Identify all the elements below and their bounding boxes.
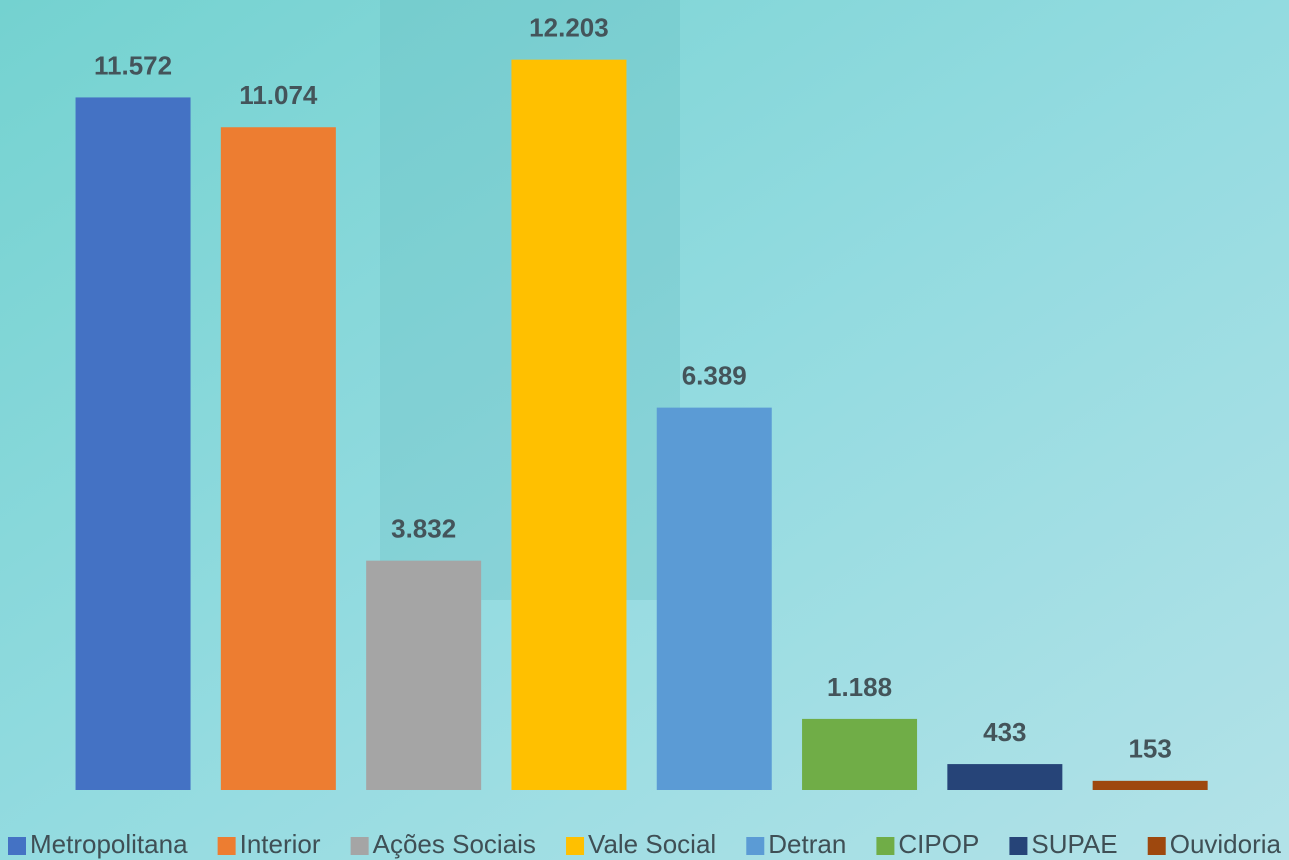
legend-swatch [566,837,585,855]
data-label: 11.572 [94,50,172,80]
legend-label: Interior [240,829,321,859]
data-label: 12.203 [529,13,609,43]
legend-label: Ações Sociais [373,829,536,859]
data-label: 433 [983,717,1026,747]
legend-label: SUPAE [1031,829,1117,859]
data-label: 3.832 [391,514,456,544]
legend-swatch [217,837,236,855]
legend-label: Metropolitana [30,829,188,859]
data-label: 6.389 [682,361,747,391]
bar [656,407,772,790]
legend-label: CIPOP [898,829,979,859]
legend-label: Detran [768,829,846,859]
legend-swatch [1009,837,1028,855]
data-label: 11.074 [239,80,318,110]
legend-swatch [876,837,895,855]
bar [511,59,627,790]
bar [1092,780,1208,790]
legend-swatch [1147,837,1166,855]
bar [220,127,336,791]
legend-label: Vale Social [588,829,716,859]
data-label: 1.188 [827,672,892,702]
bar [366,560,482,790]
legend-label: Ouvidoria [1170,829,1282,859]
bar [75,97,191,790]
legend-swatch [350,837,369,855]
legend-swatch [8,837,26,855]
bar [947,764,1063,790]
data-label: 153 [1128,734,1171,764]
bar [802,718,918,790]
legend-swatch [746,837,765,855]
